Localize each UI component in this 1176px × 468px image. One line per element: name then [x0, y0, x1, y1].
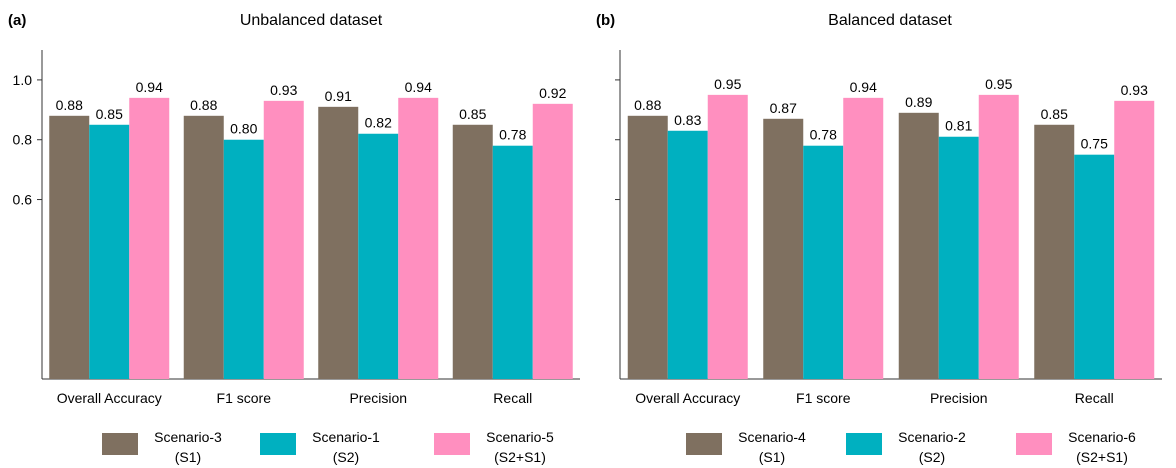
bar-1-3 [318, 106, 359, 379]
y-tick-label: 1.0 [13, 72, 33, 88]
data-label: 0.95 [714, 76, 741, 92]
data-label: 0.94 [405, 79, 432, 95]
data-label: 0.75 [1081, 136, 1108, 152]
bar-1-1 [49, 115, 90, 380]
bar-1-3 [898, 112, 939, 380]
data-label: 0.93 [1121, 82, 1148, 98]
legend-label: Scenario-6 [1068, 429, 1136, 445]
data-label: 0.81 [945, 118, 972, 134]
bar-3-4 [1114, 100, 1155, 379]
chart-panel-1: (a) Unbalanced dataset 0.6 0.8 1.0 0.88 0.85 0.… [8, 12, 580, 465]
data-label: 0.95 [985, 76, 1012, 92]
legend-label: Scenario-1 [312, 429, 380, 445]
legend-label: (S2) [919, 449, 945, 465]
bar-2-4 [492, 145, 533, 379]
legend-label: (S1) [175, 449, 201, 465]
bar-3-3 [978, 94, 1019, 379]
data-label: 0.89 [905, 94, 932, 110]
x-category-label: Precision [930, 390, 988, 406]
data-label: 0.78 [810, 127, 837, 143]
data-label: 0.88 [56, 97, 83, 113]
bar-1-4 [1034, 124, 1075, 379]
chart-title: Unbalanced dataset [240, 12, 383, 29]
data-label: 0.88 [634, 97, 661, 113]
data-label: 0.80 [230, 121, 257, 137]
bar-1-2 [763, 118, 804, 380]
data-label: 0.87 [770, 100, 797, 116]
bar-2-1 [89, 124, 130, 379]
x-category-label: Recall [493, 390, 532, 406]
data-label: 0.94 [850, 79, 877, 95]
chart-panel-2: (b) Balanced dataset 0.88 0.83 0.95 Overall A… [596, 12, 1162, 465]
y-tick-label: 0.6 [13, 192, 33, 208]
x-category-label: F1 score [217, 390, 272, 406]
legend-swatch [102, 433, 138, 455]
data-label: 0.85 [1041, 106, 1068, 122]
legend-label: (S2+S1) [1076, 449, 1128, 465]
legend-swatch [434, 433, 470, 455]
data-label: 0.94 [136, 79, 163, 95]
bar-1-1 [627, 115, 668, 380]
legend-label: (S1) [759, 449, 785, 465]
bar-2-2 [223, 139, 264, 379]
data-label: 0.83 [674, 112, 701, 128]
bar-3-2 [263, 100, 304, 379]
bar-2-2 [803, 145, 844, 379]
x-category-label: Overall Accuracy [57, 390, 162, 406]
chart-title: Balanced dataset [828, 12, 952, 29]
data-label: 0.92 [539, 85, 566, 101]
data-label: 0.85 [459, 106, 486, 122]
bar-3-1 [129, 97, 170, 379]
legend-label: Scenario-3 [154, 429, 222, 445]
data-label: 0.93 [270, 82, 297, 98]
x-category-label: Overall Accuracy [635, 390, 740, 406]
bar-3-2 [843, 97, 884, 379]
legend-swatch [260, 433, 296, 455]
data-label: 0.91 [325, 88, 352, 104]
bar-2-3 [938, 136, 979, 379]
legend-label: Scenario-5 [486, 429, 554, 445]
legend-label: (S2+S1) [494, 449, 546, 465]
legend-label: Scenario-2 [898, 429, 966, 445]
y-tick-label: 0.8 [13, 132, 33, 148]
legend-swatch [846, 433, 882, 455]
panel-label: (b) [596, 12, 615, 29]
bar-2-3 [358, 133, 399, 379]
x-category-label: Precision [349, 390, 407, 406]
bar-2-4 [1074, 154, 1115, 379]
bar-3-4 [532, 103, 573, 379]
bar-3-3 [398, 97, 439, 379]
legend-swatch [1016, 433, 1052, 455]
legend-label: (S2) [333, 449, 359, 465]
data-label: 0.78 [499, 127, 526, 143]
data-label: 0.82 [365, 115, 392, 131]
x-category-label: Recall [1075, 390, 1114, 406]
bar-2-1 [667, 130, 708, 379]
data-label: 0.88 [190, 97, 217, 113]
panel-label: (a) [8, 12, 26, 29]
x-category-label: F1 score [796, 390, 851, 406]
bar-1-2 [183, 115, 224, 380]
bar-3-1 [707, 94, 748, 379]
data-label: 0.85 [96, 106, 123, 122]
legend-swatch [686, 433, 722, 455]
bar-1-4 [452, 124, 493, 379]
legend-label: Scenario-4 [738, 429, 806, 445]
